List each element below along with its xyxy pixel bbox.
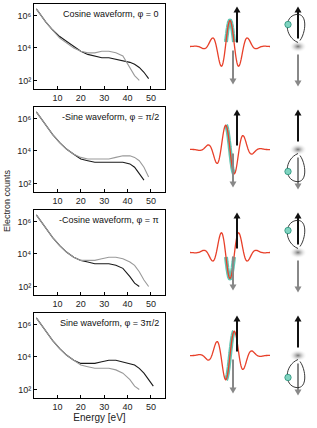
svg-text:10: 10 [52,299,62,309]
svg-text:20: 20 [76,402,86,412]
svg-text:Cosine waveform, φ = 0: Cosine waveform, φ = 0 [63,9,159,19]
svg-text:10⁶: 10⁶ [17,217,31,227]
svg-text:50: 50 [146,402,156,412]
svg-text:10⁴: 10⁴ [17,249,31,259]
svg-text:10²: 10² [18,76,31,86]
svg-text:10⁶: 10⁶ [17,320,31,330]
svg-text:50: 50 [146,93,156,103]
svg-text:10: 10 [52,93,62,103]
svg-text:-Cosine waveform, φ = π: -Cosine waveform, φ = π [59,215,159,225]
svg-text:50: 50 [146,299,156,309]
svg-text:10⁴: 10⁴ [17,43,31,53]
svg-text:40: 40 [123,402,133,412]
svg-text:20: 20 [76,196,86,206]
svg-text:10: 10 [52,402,62,412]
svg-text:30: 30 [99,402,109,412]
svg-text:20: 20 [76,93,86,103]
svg-text:10⁶: 10⁶ [17,11,31,21]
svg-text:Electron counts: Electron counts [2,169,12,232]
svg-text:10⁶: 10⁶ [17,114,31,124]
svg-text:Energy [eV]: Energy [eV] [73,412,125,423]
svg-text:40: 40 [123,196,133,206]
svg-text:30: 30 [99,196,109,206]
svg-text:30: 30 [99,299,109,309]
svg-text:40: 40 [123,93,133,103]
svg-text:10²: 10² [18,385,31,395]
svg-text:10⁴: 10⁴ [17,352,31,362]
svg-text:10: 10 [52,196,62,206]
svg-text:20: 20 [76,299,86,309]
svg-text:40: 40 [123,299,133,309]
svg-text:30: 30 [99,93,109,103]
svg-text:Sine waveform, φ = 3π/2: Sine waveform, φ = 3π/2 [60,318,159,328]
svg-text:10²: 10² [18,179,31,189]
svg-text:10⁴: 10⁴ [17,146,31,156]
svg-text:10²: 10² [18,282,31,292]
svg-text:-Sine waveform, φ = π/2: -Sine waveform, φ = π/2 [62,112,159,122]
svg-text:50: 50 [146,196,156,206]
